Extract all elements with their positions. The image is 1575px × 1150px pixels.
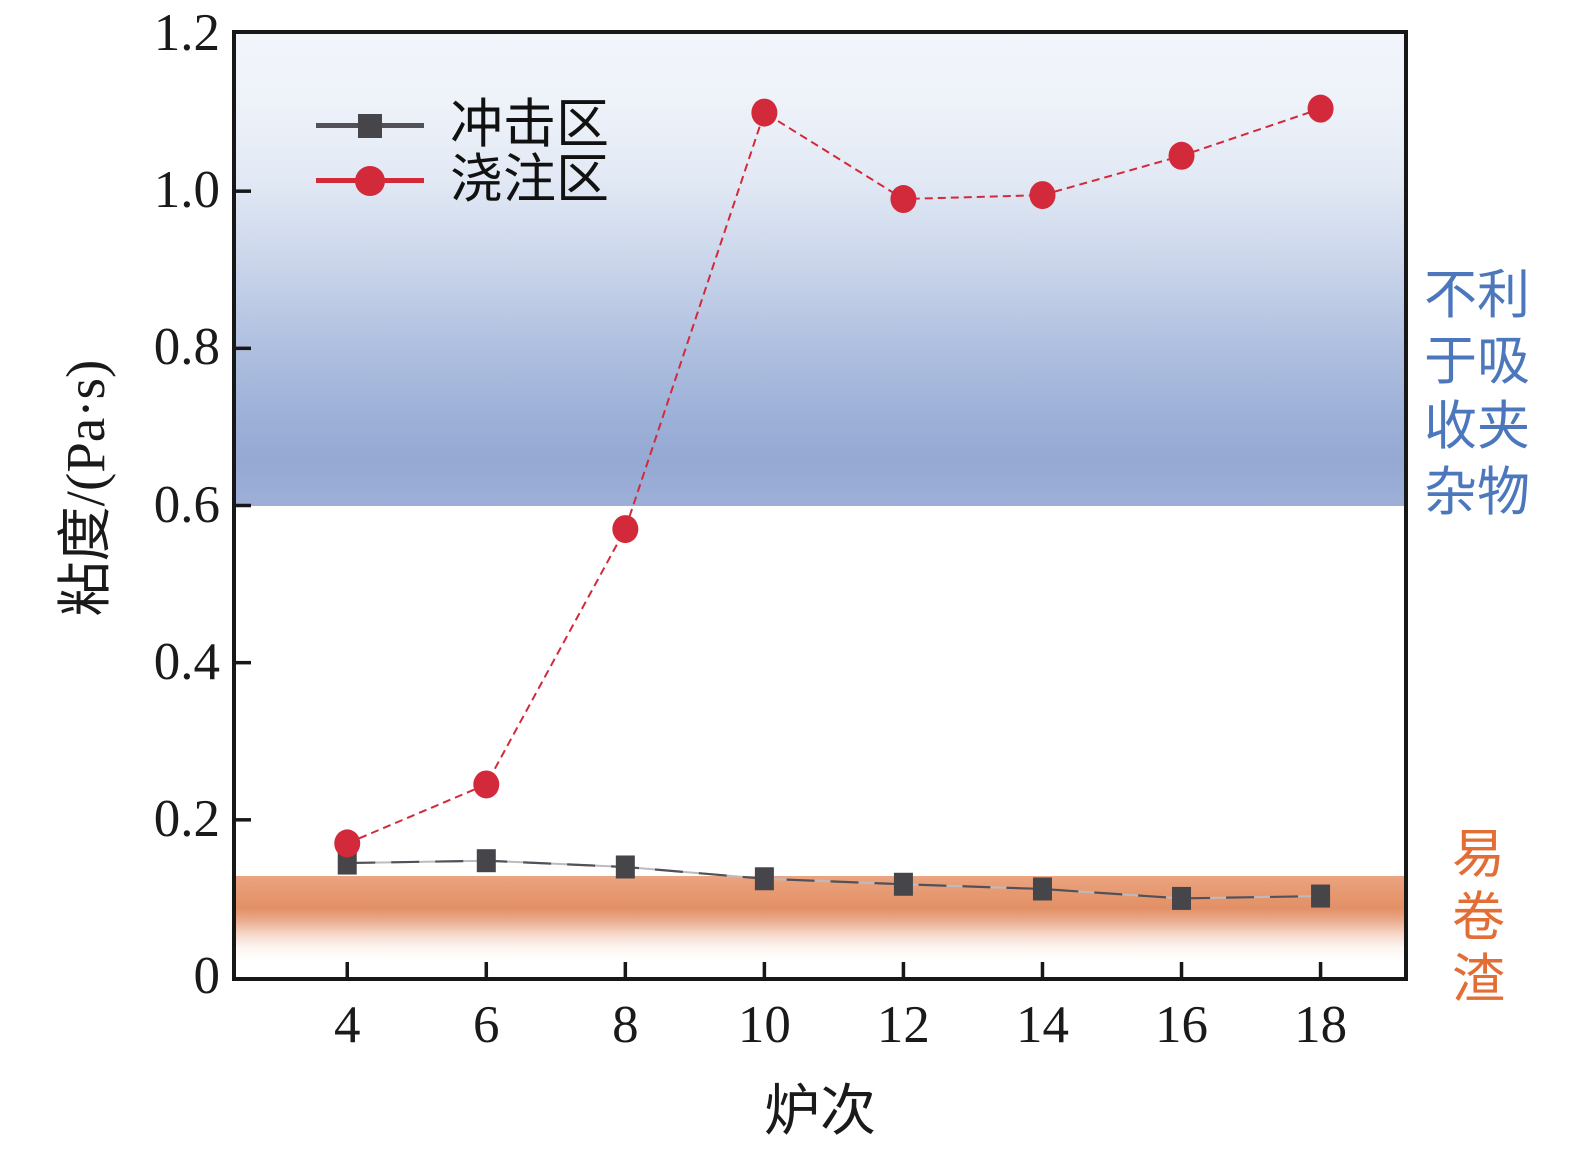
square-data-point (754, 867, 774, 891)
square-data-point (1311, 884, 1331, 908)
square-data-point (893, 872, 913, 896)
chart-canvas (236, 94, 1334, 977)
y-tick-label: 0 (193, 946, 221, 1005)
circle-data-point (473, 770, 500, 799)
annotation-inclusion: 不利于吸收夹杂物 (1424, 267, 1530, 523)
x-tick-label: 4 (333, 996, 361, 1054)
legend-item-pouring-zone: 浇注区 (316, 153, 609, 208)
x-tick-label: 18 (1294, 996, 1348, 1054)
legend-label-impact-zone: 冲击区 (450, 96, 609, 154)
series-line-0 (347, 859, 1321, 900)
y-tick-label: 0.4 (153, 632, 220, 691)
y-tick-label: 0.6 (153, 475, 220, 534)
y-tick-label: 1.0 (153, 160, 220, 219)
y-tick-label: 1.2 (153, 3, 220, 62)
square-data-point (337, 851, 357, 875)
circle-data-point (1029, 181, 1056, 210)
circle-marker-icon (316, 165, 424, 196)
x-tick-label: 8 (612, 996, 639, 1054)
square-data-point (1032, 877, 1052, 901)
x-tick-label: 12 (876, 996, 930, 1054)
annotation-slag: 易卷渣 (1452, 826, 1505, 1010)
circle-data-point (612, 515, 639, 544)
y-tick-label: 0.8 (153, 318, 220, 377)
x-tick-label: 10 (737, 996, 791, 1054)
circle-data-point (1307, 94, 1334, 123)
x-tick-label: 6 (473, 996, 500, 1054)
plot-area: 冲击区 浇注区 (232, 30, 1408, 981)
y-tick-label: 0.2 (153, 789, 220, 848)
series-line-1 (346, 107, 1321, 845)
legend-item-impact-zone: 冲击区 (316, 98, 609, 153)
square-data-point (476, 849, 496, 873)
circle-data-point (334, 829, 361, 858)
circle-data-point (751, 98, 778, 127)
x-tick-label: 14 (1015, 996, 1069, 1054)
circle-data-point (1168, 141, 1195, 170)
x-tick-label: 16 (1155, 996, 1209, 1054)
legend-label-pouring-zone: 浇注区 (450, 151, 609, 209)
x-axis-label: 炉次 (764, 1081, 876, 1143)
square-data-point (1172, 886, 1192, 910)
legend: 冲击区 浇注区 (316, 98, 609, 208)
circle-data-point (890, 185, 917, 214)
square-marker-icon (316, 113, 424, 138)
square-data-point (615, 855, 635, 879)
